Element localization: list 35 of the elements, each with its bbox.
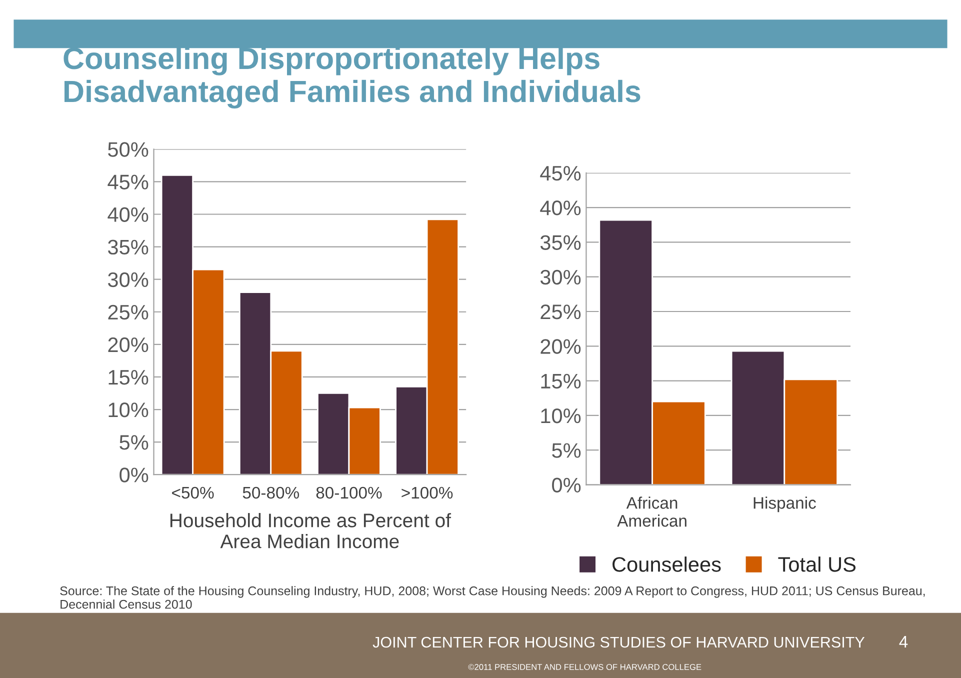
legend-label: Counselees [612, 556, 721, 572]
y-tick-label: 40% [540, 200, 581, 216]
y-tick-label: 10% [541, 408, 581, 424]
x-tick-label: >100% [402, 486, 453, 499]
source-note: Source: The State of the Housing Counseling Industry, HUD, 2008; Worst Case Housing Needs: 2009 A Report to Congress, HUD 2011; US Census Bureau, Decennial Census 2010 [60, 586, 925, 609]
y-tick-label: 0% [552, 478, 581, 493]
text: JOINT CENTER FOR HOUSING STUDIES OF HARVARD UNIVERSITY [372, 636, 865, 648]
x-tick-label: Hispanic [754, 496, 816, 512]
y-tick-label: 5% [552, 443, 581, 458]
y-tick-label: 35% [108, 240, 148, 255]
y-tick-label: 30% [540, 270, 581, 285]
text: ©2011 PRESIDENT AND FELLOWS OF HARVARD COLLEGE [468, 664, 702, 670]
legend-label: Total US [778, 556, 856, 572]
x-tick-label: <50% [172, 486, 214, 499]
x-tick-label: African American [617, 496, 686, 527]
y-tick-label: 25% [108, 304, 148, 320]
y-tick-label: 20% [108, 337, 148, 352]
y-tick-label: 45% [540, 166, 581, 181]
y-tick-label: 40% [108, 207, 148, 222]
y-tick-label: 15% [108, 370, 148, 385]
y-tick-label: 25% [540, 304, 581, 320]
y-tick-label: 0% [120, 468, 148, 482]
y-tick-label: 10% [108, 402, 148, 418]
x-tick-label: 50-80% [242, 486, 300, 499]
y-tick-label: 45% [108, 174, 148, 190]
y-tick-label: 5% [120, 435, 148, 450]
chart-title: Counseling Disproportionately Helps Disadvantaged Families and Individuals [64, 46, 640, 108]
y-tick-label: 35% [540, 235, 581, 250]
y-tick-label: 50% [108, 142, 148, 157]
text: 4 [899, 636, 908, 648]
y-tick-label: 30% [108, 272, 148, 288]
x-axis-title: Household Income as Percent of Area Median Income [170, 513, 452, 548]
x-tick-label: 80-100% [316, 486, 382, 499]
y-tick-label: 20% [540, 339, 581, 354]
y-tick-label: 15% [541, 374, 581, 389]
